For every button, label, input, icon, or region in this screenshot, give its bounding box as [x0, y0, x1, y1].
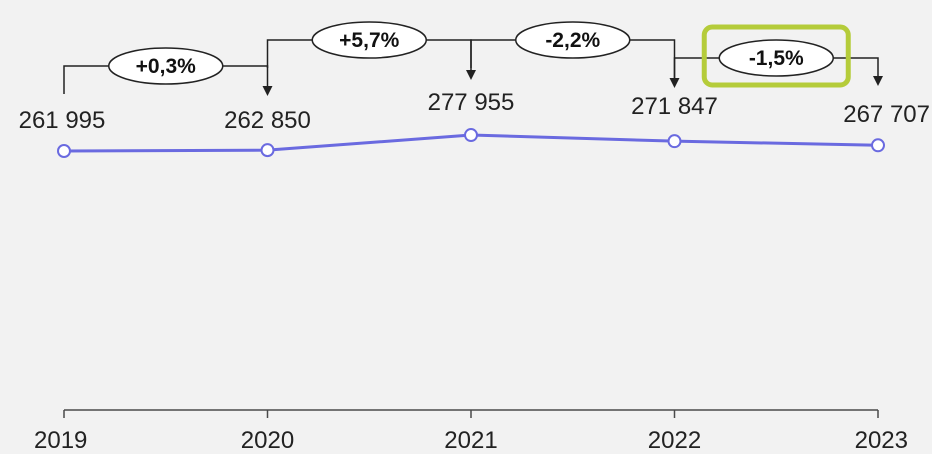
- change-badge-label: +0,3%: [136, 55, 196, 78]
- change-badge-label: -1,5%: [749, 47, 804, 70]
- change-badge-label: -2,2%: [545, 29, 600, 52]
- series-line-group: [57, 128, 885, 159]
- x-tick-label: 2020: [241, 427, 294, 454]
- data-label: 261 995: [19, 107, 106, 134]
- x-axis: 2019 2020 2021 2022 2023: [34, 409, 908, 454]
- data-point-marker: [464, 128, 478, 143]
- x-tick-label: 2023: [855, 427, 908, 454]
- data-labels-group: 261 995 262 850 277 955 271 847 267 707: [19, 89, 930, 134]
- arrow-head: [466, 70, 476, 80]
- change-annotations-group: +0,3% +5,7% -2,2% -1,5%: [63, 21, 883, 96]
- change-badge: [515, 21, 631, 59]
- data-label: 262 850: [224, 107, 311, 134]
- data-label: 277 955: [428, 89, 515, 116]
- data-point-marker: [57, 144, 71, 159]
- x-tick-label: 2022: [648, 427, 701, 454]
- x-tick-label: 2019: [34, 427, 87, 454]
- data-label: 271 847: [631, 93, 718, 120]
- change-badge-label: +5,7%: [339, 29, 399, 52]
- data-label: 267 707: [843, 101, 930, 128]
- change-badge: [311, 21, 427, 59]
- change-badge: [718, 39, 834, 77]
- change-badge: [108, 47, 224, 85]
- arrow-head: [262, 86, 273, 96]
- x-tick-label: 2021: [444, 427, 497, 454]
- arrow-head: [873, 76, 883, 86]
- data-point-marker: [260, 143, 275, 158]
- data-point-marker: [667, 134, 682, 149]
- highlight-box: [701, 24, 851, 88]
- data-point-marker: [871, 138, 885, 153]
